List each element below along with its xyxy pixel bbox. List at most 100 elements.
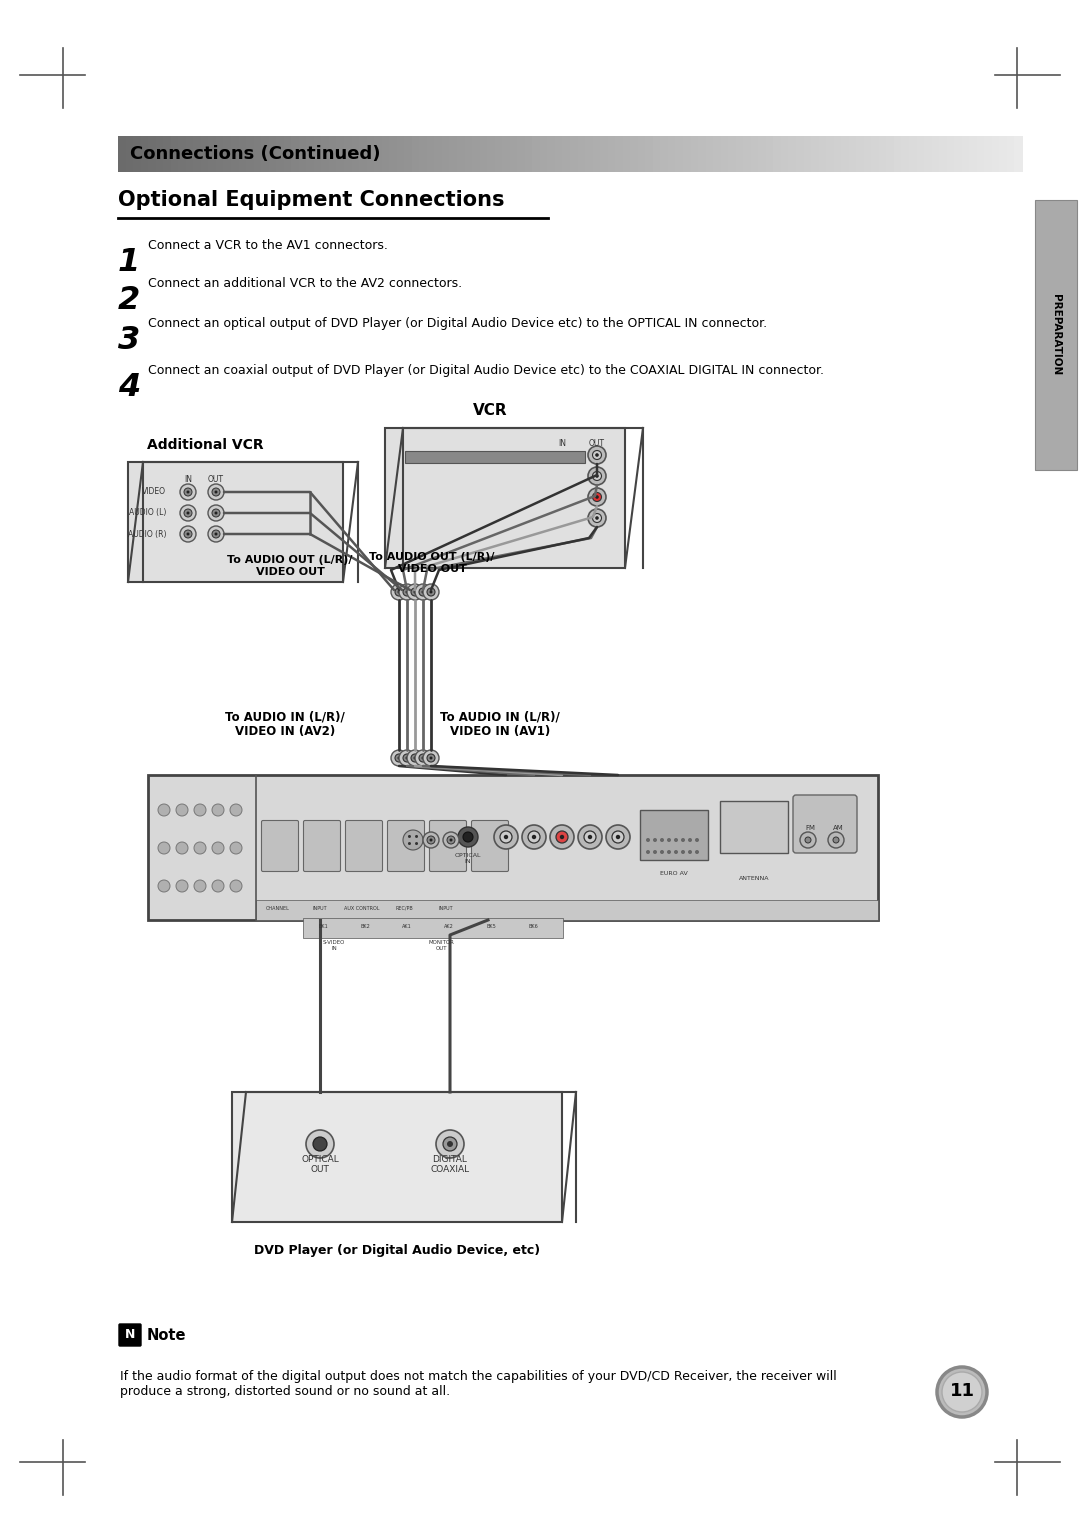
Circle shape bbox=[681, 837, 685, 842]
Circle shape bbox=[421, 590, 424, 593]
Circle shape bbox=[595, 454, 598, 457]
Bar bbox=[969, 136, 977, 173]
Text: To AUDIO IN (L/R)/
VIDEO IN (AV1): To AUDIO IN (L/R)/ VIDEO IN (AV1) bbox=[441, 711, 559, 738]
Text: IN: IN bbox=[184, 475, 192, 484]
Circle shape bbox=[653, 837, 657, 842]
Circle shape bbox=[667, 850, 671, 854]
Circle shape bbox=[158, 804, 170, 816]
Circle shape bbox=[423, 584, 438, 601]
Bar bbox=[976, 136, 985, 173]
Text: DIGITAL
COAXIAL: DIGITAL COAXIAL bbox=[431, 1155, 470, 1174]
Circle shape bbox=[208, 484, 224, 500]
Circle shape bbox=[494, 825, 518, 850]
Bar bbox=[125, 136, 134, 173]
Bar bbox=[351, 136, 360, 173]
Circle shape bbox=[408, 834, 411, 837]
Bar bbox=[548, 136, 556, 173]
Bar bbox=[1014, 136, 1023, 173]
Bar bbox=[284, 136, 293, 173]
Bar bbox=[811, 136, 820, 173]
Circle shape bbox=[674, 837, 678, 842]
Circle shape bbox=[443, 833, 459, 848]
Circle shape bbox=[550, 825, 573, 850]
Circle shape bbox=[942, 1372, 982, 1412]
Bar bbox=[804, 136, 812, 173]
Circle shape bbox=[194, 880, 206, 892]
Circle shape bbox=[584, 831, 596, 843]
Circle shape bbox=[194, 804, 206, 816]
Circle shape bbox=[215, 490, 217, 494]
Circle shape bbox=[180, 504, 195, 521]
Bar bbox=[307, 136, 315, 173]
Bar bbox=[705, 136, 714, 173]
Text: S-VIDEO
IN: S-VIDEO IN bbox=[323, 940, 346, 950]
Circle shape bbox=[411, 588, 419, 596]
Bar bbox=[254, 136, 262, 173]
Bar bbox=[510, 136, 518, 173]
Text: PREPARATION: PREPARATION bbox=[1051, 295, 1061, 376]
Circle shape bbox=[531, 834, 536, 839]
Bar bbox=[713, 136, 721, 173]
Circle shape bbox=[430, 839, 432, 842]
Bar bbox=[856, 136, 865, 173]
Bar bbox=[879, 136, 888, 173]
Circle shape bbox=[158, 842, 170, 854]
Bar bbox=[186, 136, 194, 173]
Circle shape bbox=[595, 474, 598, 478]
Bar bbox=[118, 136, 126, 173]
Bar bbox=[540, 136, 549, 173]
Circle shape bbox=[408, 842, 411, 845]
FancyBboxPatch shape bbox=[303, 821, 340, 871]
Circle shape bbox=[937, 1368, 987, 1416]
Circle shape bbox=[212, 509, 220, 516]
Circle shape bbox=[458, 827, 478, 847]
Bar bbox=[329, 136, 337, 173]
Circle shape bbox=[395, 588, 403, 596]
Circle shape bbox=[593, 472, 602, 480]
Text: 1: 1 bbox=[118, 248, 140, 278]
Circle shape bbox=[421, 756, 424, 759]
Bar bbox=[961, 136, 970, 173]
Bar bbox=[261, 136, 270, 173]
Circle shape bbox=[447, 836, 455, 843]
Bar bbox=[1007, 136, 1015, 173]
Circle shape bbox=[180, 484, 195, 500]
FancyBboxPatch shape bbox=[261, 821, 298, 871]
Bar bbox=[442, 136, 450, 173]
Text: AM: AM bbox=[833, 825, 843, 831]
Circle shape bbox=[667, 837, 671, 842]
Bar bbox=[384, 428, 625, 568]
Circle shape bbox=[447, 1141, 453, 1148]
Circle shape bbox=[833, 837, 839, 843]
Circle shape bbox=[616, 834, 620, 839]
Bar bbox=[129, 461, 343, 582]
Bar bbox=[751, 136, 759, 173]
Bar bbox=[163, 136, 172, 173]
Bar bbox=[464, 136, 473, 173]
Bar bbox=[366, 136, 375, 173]
Bar bbox=[600, 136, 609, 173]
Text: AUX CONTROL: AUX CONTROL bbox=[345, 906, 380, 911]
Circle shape bbox=[212, 842, 224, 854]
Text: OUT: OUT bbox=[589, 439, 605, 448]
Bar bbox=[841, 136, 850, 173]
Bar bbox=[193, 136, 202, 173]
Text: INPUT: INPUT bbox=[313, 906, 327, 911]
Bar bbox=[178, 136, 187, 173]
Circle shape bbox=[397, 756, 401, 759]
Circle shape bbox=[593, 492, 602, 501]
Circle shape bbox=[399, 750, 415, 766]
Circle shape bbox=[522, 825, 546, 850]
Text: Connect a VCR to the AV1 connectors.: Connect a VCR to the AV1 connectors. bbox=[148, 238, 388, 252]
Circle shape bbox=[805, 837, 811, 843]
Bar bbox=[140, 136, 149, 173]
Circle shape bbox=[696, 850, 699, 854]
Bar bbox=[631, 136, 638, 173]
Circle shape bbox=[653, 850, 657, 854]
Bar bbox=[555, 136, 564, 173]
Bar bbox=[201, 136, 210, 173]
FancyBboxPatch shape bbox=[430, 821, 467, 871]
Circle shape bbox=[176, 804, 188, 816]
Circle shape bbox=[688, 837, 692, 842]
Bar bbox=[947, 136, 955, 173]
